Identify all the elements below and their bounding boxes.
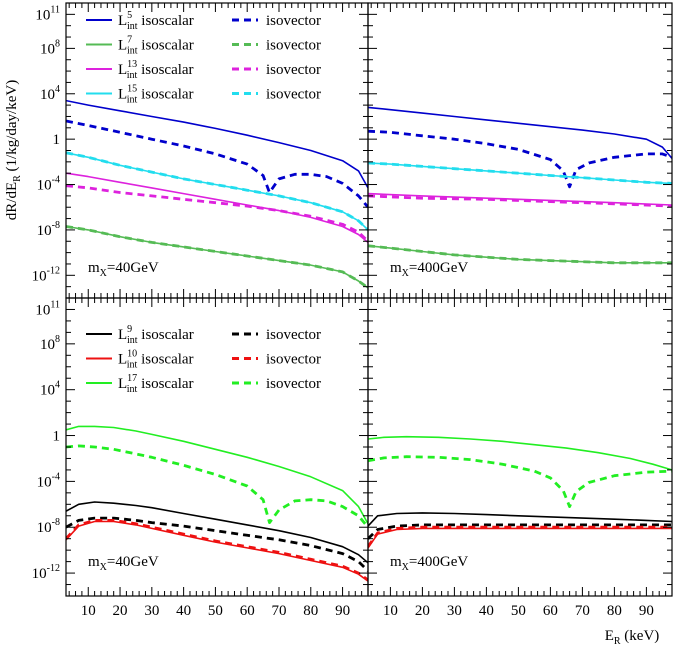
panel-bottom-left: 10-12 10-8 10-4 1 104 108 1011 10 20 30 40 50 60 70 80… — [32, 297, 369, 619]
series-line — [368, 455, 672, 509]
series-line — [368, 106, 672, 159]
mass-label: mX=40GeV — [88, 554, 159, 573]
legend-entry: L9 int isoscalar isovector — [86, 324, 321, 346]
series-line — [66, 501, 368, 564]
x-tick-label: 60 — [240, 603, 255, 619]
mass-label: mX=400GeV — [390, 554, 468, 573]
series-line — [368, 129, 672, 189]
series-line — [66, 519, 368, 582]
legend-entry: L15 int isoscalar isovector — [86, 84, 321, 106]
legend-label-solid: L5 int isoscalar — [118, 10, 194, 32]
x-tick-label: 70 — [575, 603, 590, 619]
series-line — [66, 151, 368, 231]
series-line — [66, 444, 368, 529]
series-line — [66, 520, 368, 582]
legend-label-dashed: isovector — [266, 13, 321, 29]
x-tick-label: 90 — [639, 603, 654, 619]
y-tick-label: 10-12 — [32, 265, 60, 284]
y-tick-label: 10-12 — [32, 563, 60, 582]
series-group — [368, 435, 672, 549]
panel-top-left: 10-12 10-8 10-4 1 104 108 1011 mX=40GeV L5 int is… — [32, 2, 369, 299]
x-tick-label: 50 — [208, 603, 223, 619]
x-tick-label: 50 — [511, 603, 526, 619]
mass-label: mX=40GeV — [88, 260, 159, 279]
y-tick-label: 10-8 — [37, 220, 60, 239]
series-line — [66, 172, 368, 244]
legend-label-dashed: isovector — [266, 38, 321, 54]
x-tick-label: 80 — [607, 603, 622, 619]
y-tick-label: 1011 — [35, 4, 60, 23]
series-line — [368, 523, 672, 540]
legend-label-dashed: isovector — [266, 87, 321, 103]
y-tick-label: 1011 — [35, 299, 60, 318]
series-line — [368, 512, 672, 527]
series-group — [66, 99, 368, 289]
series-line — [368, 525, 672, 548]
x-tick-label: 70 — [271, 603, 286, 619]
series-line — [66, 119, 368, 209]
legend-label-solid: L7 int isoscalar — [118, 35, 194, 57]
legend-entry: L17 int isoscalar isovector — [86, 373, 321, 395]
legend-label-solid: L15 int isoscalar — [118, 84, 194, 106]
x-tick-label: 10 — [81, 603, 96, 619]
legend-label-dashed: isovector — [266, 327, 321, 343]
panel-frame — [65, 297, 369, 597]
x-tick-label: 80 — [303, 603, 318, 619]
y-tick-label: 10-8 — [37, 517, 60, 536]
x-tick-label: 90 — [335, 603, 350, 619]
x-axis-label: ER (keV) — [605, 628, 660, 647]
series-group — [368, 106, 672, 265]
x-tick-label: 40 — [176, 603, 191, 619]
legend-label-solid: L10 int isoscalar — [118, 349, 194, 371]
series-line — [368, 161, 672, 185]
series-line — [368, 435, 672, 471]
series-line — [66, 516, 368, 572]
axis-labels: dR/dER (1/kg/day/keV) ER (keV) — [4, 80, 659, 647]
y-tick-label: 1 — [53, 429, 61, 445]
legend-label-dashed: isovector — [266, 376, 321, 392]
legend-label-dashed: isovector — [266, 62, 321, 78]
legend-entry: L13 int isoscalar isovector — [86, 59, 321, 81]
y-tick-label: 108 — [40, 38, 60, 57]
y-tick-label: 104 — [40, 84, 60, 103]
legend-label-solid: L17 int isoscalar — [118, 373, 194, 395]
x-tick-label: 60 — [543, 603, 558, 619]
y-tick-label: 108 — [40, 334, 60, 353]
series-line — [368, 194, 672, 208]
series-line — [368, 527, 672, 549]
legend-label-dashed: isovector — [266, 352, 321, 368]
x-tick-label: 30 — [144, 603, 159, 619]
y-axis-label: dR/dER (1/kg/day/keV) — [4, 80, 23, 220]
plot-area: 10-12 10-8 10-4 1 104 108 1011 mX=40GeV L5 int is… — [32, 2, 673, 619]
legend-label-solid: L9 int isoscalar — [118, 324, 194, 346]
panel-frame — [367, 2, 673, 299]
x-tick-label: 40 — [479, 603, 494, 619]
legend-label-solid: L13 int isoscalar — [118, 59, 194, 81]
x-tick-label: 20 — [113, 603, 128, 619]
y-tick-label: 104 — [40, 380, 60, 399]
series-line — [66, 425, 368, 525]
panel-top-right: mX=400GeV — [367, 2, 673, 299]
series-line — [368, 244, 672, 265]
series-group — [66, 425, 368, 582]
series-line — [66, 184, 368, 243]
legend-entry: L5 int isoscalar isovector — [86, 10, 321, 32]
mass-label: mX=400GeV — [390, 260, 468, 279]
y-tick-label: 10-4 — [37, 175, 60, 194]
series-line — [66, 225, 368, 289]
series-line — [66, 99, 368, 189]
x-tick-label: 10 — [383, 603, 398, 619]
panel-frame — [65, 2, 369, 299]
x-tick-label: 30 — [447, 603, 462, 619]
legend-entry: L10 int isoscalar isovector — [86, 349, 321, 371]
panel-frame — [367, 297, 673, 597]
legend-entry: L7 int isoscalar isovector — [86, 35, 321, 57]
y-tick-label: 10-4 — [37, 471, 60, 490]
x-tick-label: 20 — [415, 603, 430, 619]
series-line — [66, 225, 368, 289]
panel-bottom-right: 10 20 30 40 50 60 70 80 90 mX=400GeV — [367, 297, 673, 619]
y-tick-label: 1 — [53, 132, 61, 148]
